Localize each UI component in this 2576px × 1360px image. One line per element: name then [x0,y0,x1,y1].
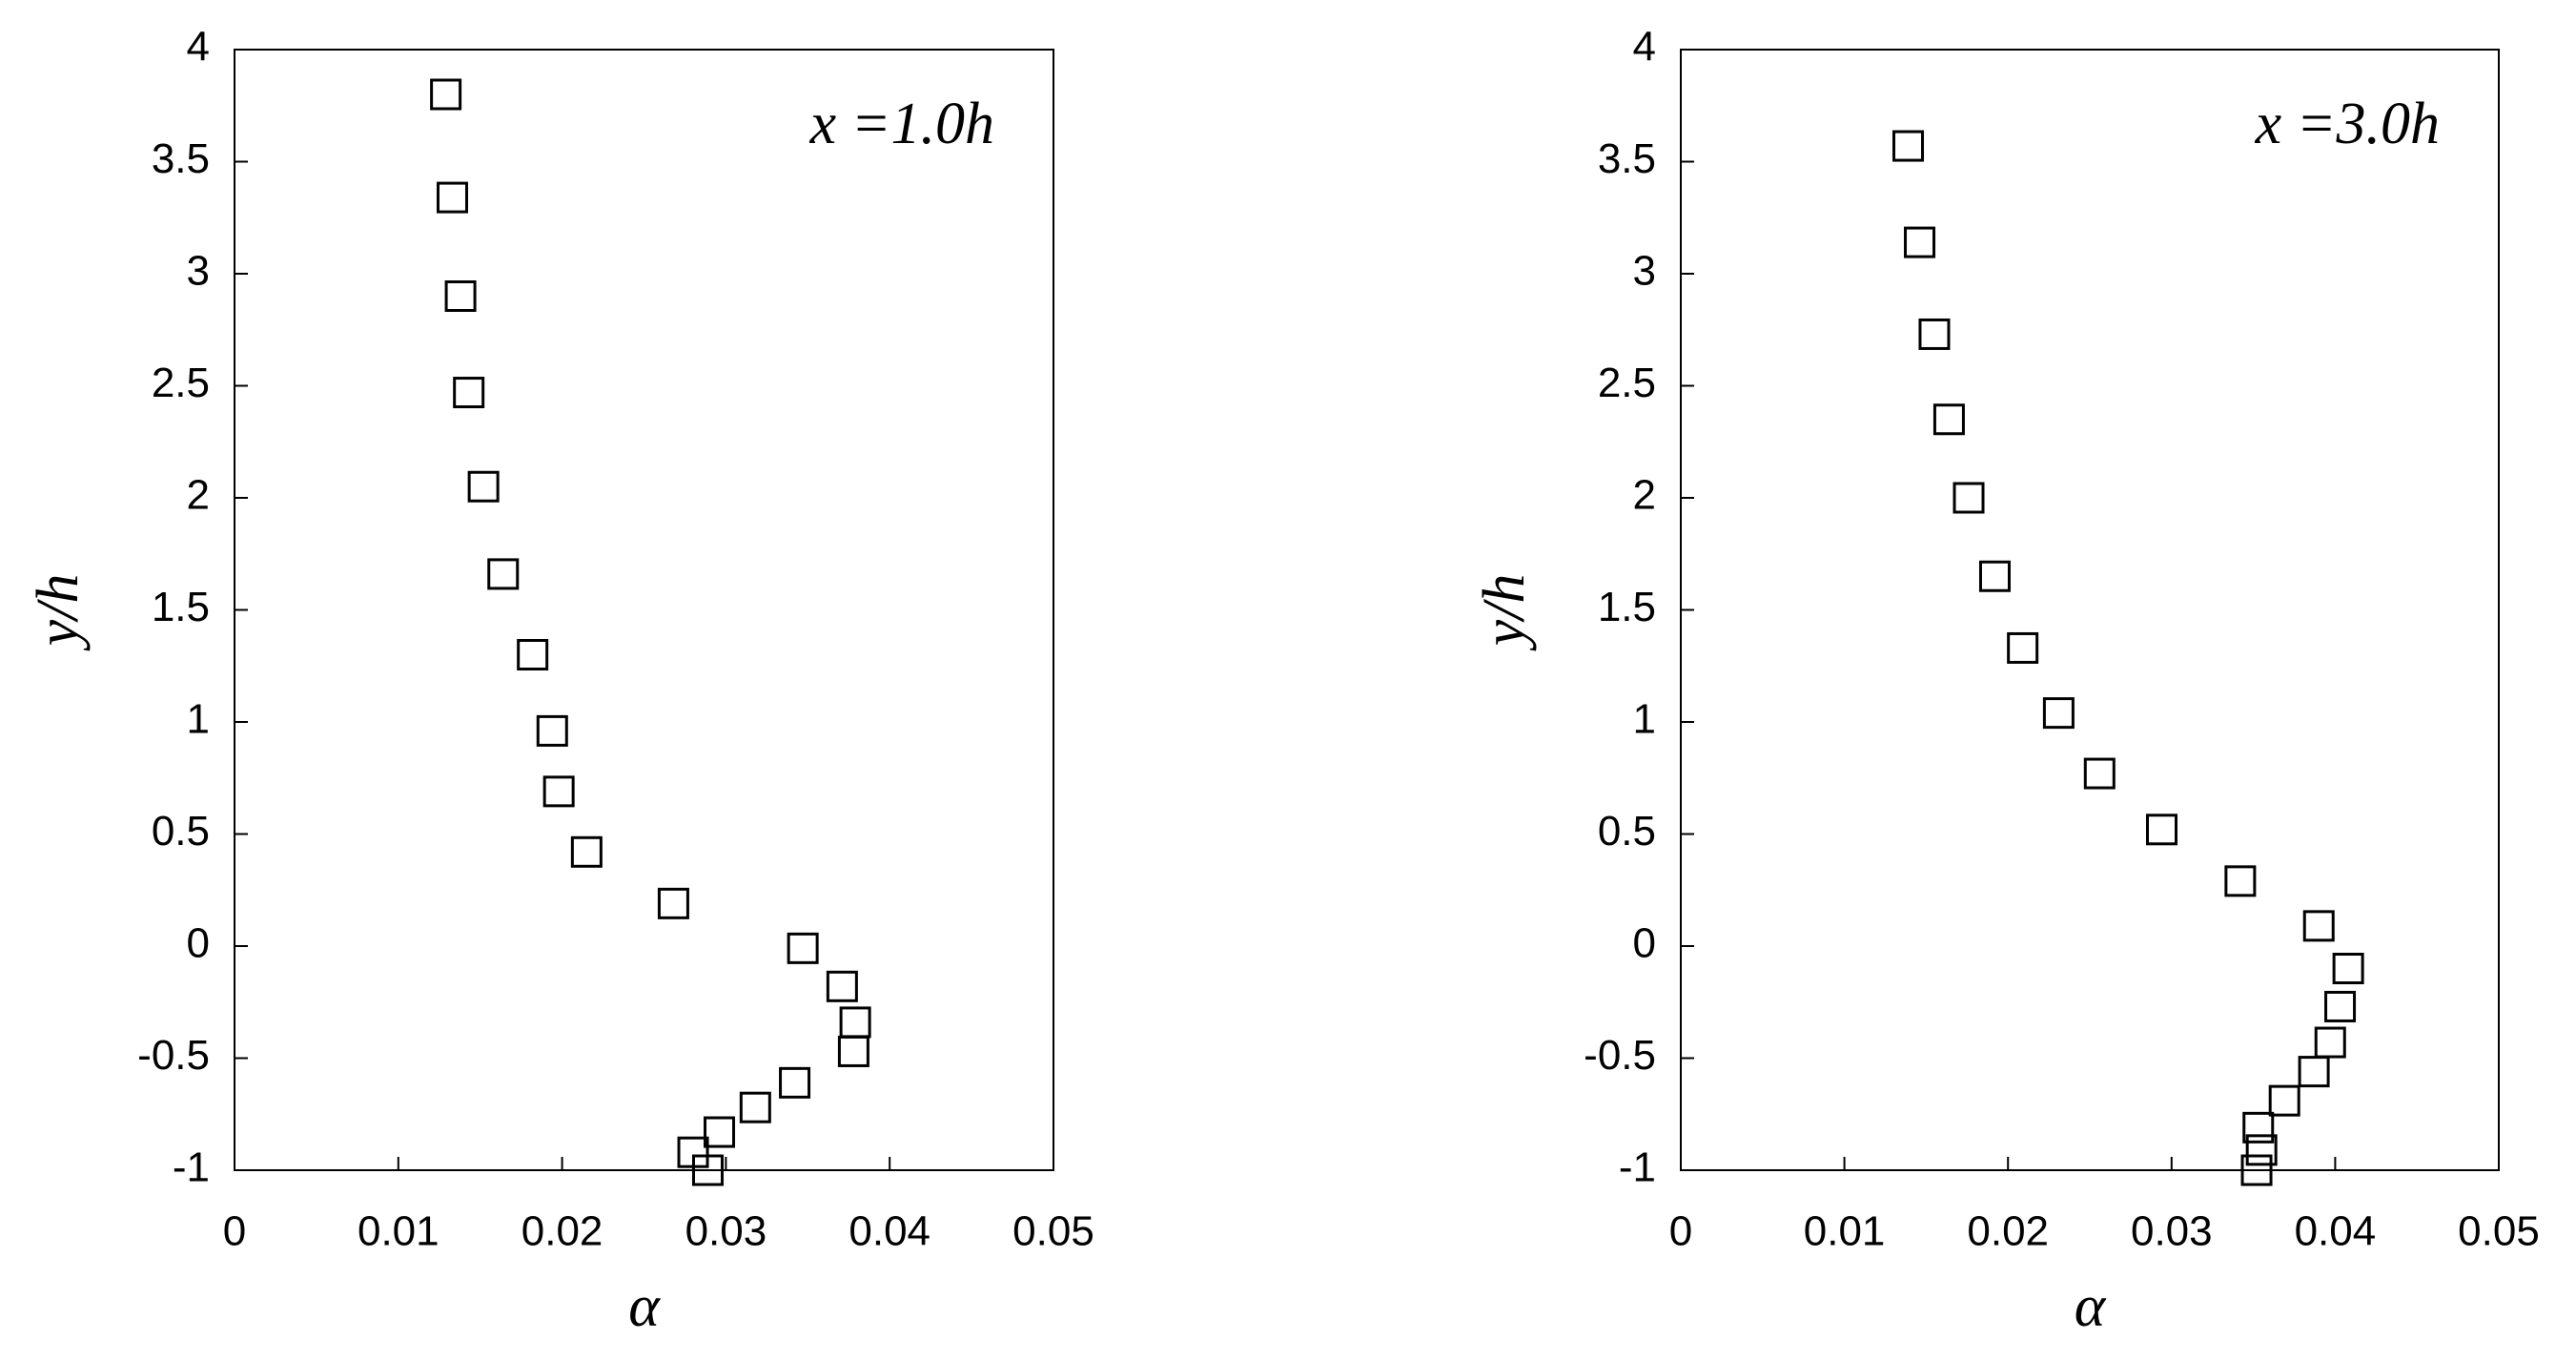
y-tick-label: 1.5 [1598,584,1656,630]
marker [1952,482,1985,514]
marker [837,1035,869,1067]
marker [779,1066,811,1099]
marker [2042,697,2075,730]
marker [1978,560,2011,592]
y-tick-label: 4 [187,24,210,71]
y-tick-label: 3.5 [1598,135,1656,182]
x-tick-label: 0.01 [358,1208,440,1255]
marker [1904,226,1936,258]
marker [704,1116,736,1148]
y-tick-label: -1 [1619,1144,1656,1191]
annotation: x =3.0h [2255,92,2440,156]
x-tick-label: 0 [1669,1208,1692,1255]
x-tick-label: 0.05 [1012,1208,1094,1255]
marker [542,775,575,808]
marker [2268,1084,2300,1117]
chart: 0 0.01 0.02 0.03 0.04 0.05 -1 -0.5 0 0.5 1 1.5 2 2.5 3… [26,24,1094,1339]
y-tick-label: 2 [187,472,210,519]
x-tick-label: 0.03 [685,1208,767,1255]
y-tick-label: 3 [187,248,210,295]
marker [2242,1111,2275,1144]
y-tick-label: 0 [1633,920,1656,967]
marker [2302,910,2335,942]
x-tick-label: 0.02 [1967,1208,2049,1255]
y-tick-label: 2 [1633,472,1656,519]
x-tick-label: 0.01 [1804,1208,1886,1255]
marker [2240,1154,2273,1186]
y-tick-label: 1 [1633,696,1656,743]
plot-frame [234,49,1054,1171]
marker [1892,130,1925,162]
marker [430,78,462,111]
x-tick-label: 0.02 [521,1208,603,1255]
marker [826,970,858,1002]
marker [2324,990,2357,1022]
y-tick-label: -0.5 [137,1032,210,1079]
marker [2007,631,2039,664]
marker [2146,814,2178,846]
y-axis-label: y/h [1472,574,1537,652]
marker [487,558,520,590]
marker [839,1006,871,1039]
y-tick-label: 0 [187,920,210,967]
marker [467,470,500,503]
y-tick-label: 2.5 [152,360,210,406]
y-tick-label: 4 [1633,24,1656,71]
y-tick-label: 2.5 [1598,360,1656,406]
marker [1918,318,1951,350]
marker [1932,403,1965,436]
marker [517,639,549,670]
marker [692,1154,725,1186]
marker [2083,757,2116,790]
y-tick-label: 1 [187,696,210,743]
marker [2332,953,2364,984]
y-tick-label: 0.5 [1598,808,1656,855]
x-axis-label: α [2075,1274,2107,1339]
x-tick-label: 0.03 [2131,1208,2213,1255]
marker [787,932,819,964]
y-tick-label: 0.5 [152,808,210,855]
y-tick-label: 1.5 [152,584,210,630]
marker [2298,1056,2330,1088]
x-tick-label: 0.04 [2295,1208,2377,1255]
y-tick-label: -0.5 [1584,1032,1656,1079]
marker [536,714,568,747]
marker [2245,1134,2278,1166]
x-tick-label: 0.05 [2458,1208,2540,1255]
y-tick-label: 3.5 [152,135,210,182]
y-tick-label: -1 [173,1144,210,1191]
chart: 0 0.01 0.02 0.03 0.04 0.05 -1 -0.5 0 0.5 1 1.5 2 2.5 3… [1472,24,2540,1339]
marker [739,1091,771,1123]
y-axis-label: y/h [26,574,91,652]
marker [436,181,468,214]
marker [657,887,689,919]
marker [2314,1026,2346,1059]
x-axis-label: α [628,1274,661,1339]
plot-frame [1680,49,2500,1171]
marker [453,377,485,409]
y-tick-label: 3 [1633,248,1656,295]
annotation: x =1.0h [809,92,994,156]
marker [570,835,603,868]
marker [444,280,477,312]
x-tick-label: 0.04 [848,1208,930,1255]
marker [2224,865,2257,897]
x-tick-label: 0 [223,1208,246,1255]
